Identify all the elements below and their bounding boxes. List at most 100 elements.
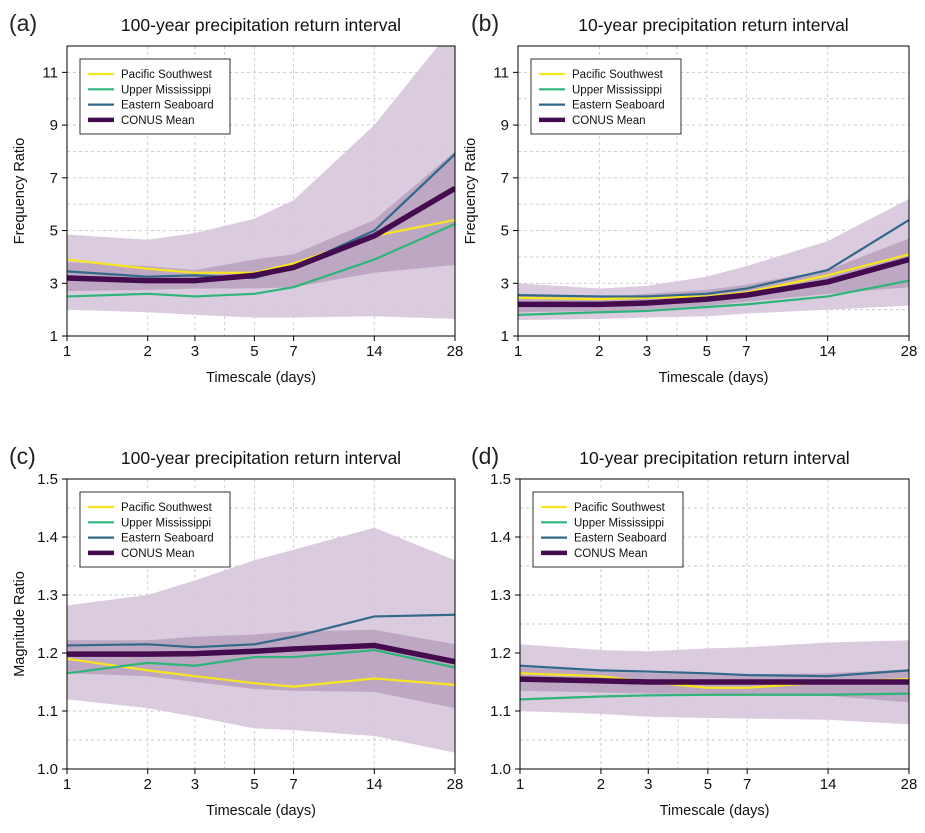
x-tick-label: 28	[447, 343, 464, 360]
y-tick-label: 11	[493, 64, 509, 81]
plot-frame-a	[66, 45, 456, 337]
x-tick-label: 2	[597, 776, 605, 793]
legend-d: Pacific Southwest Upper Mississippi Easter…	[532, 491, 684, 568]
series-c	[67, 613, 455, 688]
plot-frame-d	[519, 478, 910, 770]
legend-label-pacific-southwest: Pacific Southwest	[121, 69, 213, 81]
series-line-upper-mississippi	[518, 279, 909, 317]
series-b	[518, 219, 909, 317]
legend-label-pacific-southwest: Pacific Southwest	[121, 502, 213, 514]
series-line-eastern-seaboard	[67, 613, 455, 649]
y-tick-label: 1.5	[37, 471, 58, 488]
bands-c	[67, 527, 455, 753]
series-line-upper-mississippi	[520, 692, 909, 701]
legend-c: Pacific Southwest Upper Mississippi Easter…	[79, 491, 231, 568]
x-tick-label: 1	[63, 343, 71, 360]
y-tick-label: 3	[501, 275, 509, 292]
x-tick-label: 2	[595, 343, 603, 360]
legend-label-upper-mississippi: Upper Mississippi	[121, 84, 211, 96]
legend-label-conus-mean: CONUS Mean	[121, 548, 195, 560]
legend-label-eastern-seaboard: Eastern Seaboard	[121, 100, 214, 112]
legend-label-eastern-seaboard: Eastern Seaboard	[121, 533, 214, 545]
x-axis-label: Timescale (days)	[206, 370, 316, 386]
x-tick-label: 7	[743, 776, 751, 793]
series-line-conus-mean	[67, 185, 455, 284]
series-line-eastern-seaboard	[520, 664, 909, 678]
series-line-upper-mississippi	[67, 649, 455, 675]
x-tick-label: 3	[644, 776, 652, 793]
chart-svg-d: 1 2 3 5 7 14 28 1.0 1.1 1.2 1.3 1.4 1.5 Timescale (da…	[471, 443, 918, 819]
y-axis-label: Frequency Ratio	[12, 138, 28, 244]
y-tick-label: 1	[50, 328, 58, 345]
x-tick-label: 14	[819, 343, 836, 360]
y-tick-label: 1.4	[490, 529, 511, 546]
x-tick-label: 1	[63, 776, 71, 793]
x-tick-label: 7	[289, 776, 297, 793]
x-tick-label: 5	[703, 343, 711, 360]
y-tick-label: 9	[501, 117, 509, 134]
legend-label-upper-mississippi: Upper Mississippi	[121, 517, 211, 529]
x-tick-label: 28	[901, 776, 918, 793]
series-line-conus-mean	[518, 256, 909, 308]
legend-label-pacific-southwest: Pacific Southwest	[572, 69, 664, 81]
panel-label: (c)	[9, 443, 36, 469]
y-tick-label: 1.4	[37, 529, 58, 546]
y-tick-label: 1.2	[490, 645, 511, 662]
legend-label-upper-mississippi: Upper Mississippi	[574, 517, 664, 529]
y-tick-label: 1.3	[37, 587, 58, 604]
y-tick-label: 1.1	[490, 703, 511, 720]
legend-label-eastern-seaboard: Eastern Seaboard	[574, 533, 667, 545]
x-tick-label: 28	[901, 343, 918, 360]
bands-b	[518, 198, 909, 321]
x-tick-label: 3	[643, 343, 651, 360]
y-tick-label: 7	[50, 170, 58, 187]
y-tick-label: 1.5	[490, 471, 511, 488]
series-line-conus-mean	[520, 676, 909, 685]
legend-label-upper-mississippi: Upper Mississippi	[572, 84, 662, 96]
panel-label: (a)	[9, 10, 37, 36]
chart-svg-c: 1 2 3 5 7 14 28 1.0 1.1 1.2 1.3 1.4 1.5 Timescale (da…	[9, 443, 463, 819]
x-tick-label: 14	[366, 343, 383, 360]
y-tick-label: 7	[501, 170, 509, 187]
series-line-upper-mississippi	[67, 222, 455, 298]
chart-title: 100-year precipitation return interval	[121, 448, 401, 468]
y-tick-label: 9	[50, 117, 58, 134]
chart-svg-b: 1 2 3 5 7 14 28 1 3 5 7 9 11 Timescale (days) Frequenc…	[463, 10, 918, 386]
band-inner-c	[67, 629, 455, 709]
chart-title: 10-year precipitation return interval	[579, 448, 849, 468]
y-tick-label: 5	[50, 223, 58, 240]
legend-label-pacific-southwest: Pacific Southwest	[574, 502, 666, 514]
chart-svg-a: 1 2 3 5 7 14 28 1 3 5 7 9 11 Timescale (days) Frequenc…	[9, 10, 464, 386]
y-axis-label: Frequency Ratio	[463, 138, 479, 244]
chart-panel-a: 1 2 3 5 7 14 28 1 3 5 7 9 11 Timescale (days) Frequenc…	[0, 0, 464, 416]
legend-label-conus-mean: CONUS Mean	[574, 548, 648, 560]
x-axis-label: Timescale (days)	[660, 803, 770, 819]
y-tick-label: 3	[50, 275, 58, 292]
y-tick-label: 5	[501, 223, 509, 240]
y-tick-label: 1	[501, 328, 509, 345]
chart-panel-d: 1 2 3 5 7 14 28 1.0 1.1 1.2 1.3 1.4 1.5 Timescale (da…	[462, 416, 925, 833]
x-tick-label: 1	[514, 343, 522, 360]
legend-label-conus-mean: CONUS Mean	[572, 115, 646, 127]
plot-frame-c	[66, 478, 456, 770]
band-inner-b	[518, 238, 909, 313]
x-tick-label: 1	[516, 776, 524, 793]
x-tick-label: 5	[704, 776, 712, 793]
series-a	[67, 153, 455, 298]
y-tick-label: 1.1	[37, 703, 58, 720]
x-tick-label: 5	[250, 776, 258, 793]
x-tick-label: 3	[191, 776, 199, 793]
y-tick-label: 1.2	[37, 645, 58, 662]
y-tick-label: 1.3	[490, 587, 511, 604]
legend-b: Pacific Southwest Upper Mississippi Easter…	[530, 58, 682, 135]
chart-title: 10-year precipitation return interval	[578, 15, 848, 35]
legend-label-conus-mean: CONUS Mean	[121, 115, 195, 127]
x-axis-label: Timescale (days)	[206, 803, 316, 819]
series-line-pacific-southwest	[67, 657, 455, 688]
x-tick-label: 7	[742, 343, 750, 360]
y-tick-label: 11	[42, 64, 58, 81]
chart-panel-c: 1 2 3 5 7 14 28 1.0 1.1 1.2 1.3 1.4 1.5 Timescale (da…	[0, 416, 463, 833]
y-axis-label: Magnitude Ratio	[12, 571, 28, 677]
legend-a: Pacific Southwest Upper Mississippi Easter…	[79, 58, 231, 135]
x-tick-label: 3	[191, 343, 199, 360]
